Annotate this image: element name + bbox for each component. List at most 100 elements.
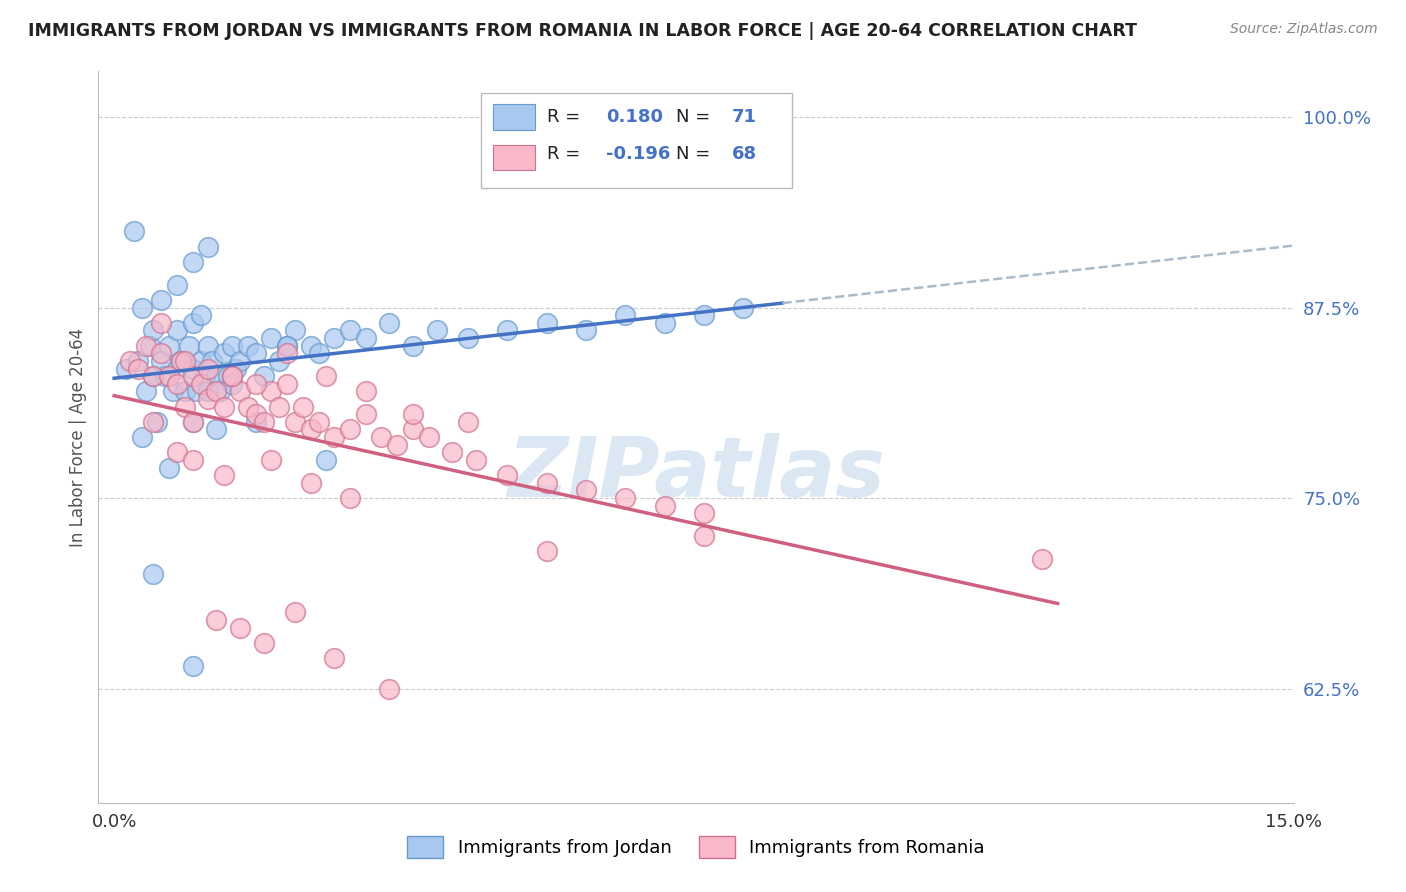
Point: [142, 369, 165, 384]
Point: [229, 384, 252, 399]
Point: [157, 460, 180, 475]
Point: [378, 681, 401, 696]
Point: [354, 384, 377, 399]
Point: [166, 445, 188, 459]
Point: [190, 376, 212, 391]
Text: Source: ZipAtlas.com: Source: ZipAtlas.com: [1230, 22, 1378, 37]
Point: [212, 346, 235, 360]
Point: [299, 422, 322, 436]
Legend: Immigrants from Jordan, Immigrants from Romania: Immigrants from Jordan, Immigrants from …: [398, 827, 994, 867]
Point: [205, 369, 228, 384]
Point: [142, 323, 165, 337]
Text: R =: R =: [547, 108, 585, 126]
Point: [181, 316, 204, 330]
Point: [166, 361, 188, 376]
Point: [127, 354, 149, 368]
Point: [299, 475, 322, 490]
Point: [245, 407, 267, 421]
Point: [181, 255, 204, 269]
Point: [131, 430, 153, 444]
Point: [186, 384, 208, 399]
Point: [155, 369, 177, 384]
Point: [197, 384, 219, 399]
Point: [496, 323, 519, 337]
Point: [122, 224, 145, 238]
Point: [291, 400, 314, 414]
Point: [166, 323, 188, 337]
Point: [221, 369, 243, 384]
Point: [197, 239, 219, 253]
Text: R =: R =: [547, 145, 585, 163]
Point: [385, 438, 409, 452]
Point: [339, 323, 361, 337]
Y-axis label: In Labor Force | Age 20-64: In Labor Force | Age 20-64: [69, 327, 87, 547]
Point: [174, 354, 197, 368]
Point: [402, 422, 425, 436]
Point: [150, 293, 173, 307]
Point: [245, 415, 267, 429]
Point: [157, 338, 180, 352]
FancyBboxPatch shape: [494, 145, 534, 170]
Point: [402, 407, 425, 421]
Point: [276, 338, 298, 352]
Point: [212, 468, 235, 483]
Point: [190, 308, 212, 322]
Point: [135, 338, 157, 352]
Point: [212, 400, 235, 414]
Point: [378, 316, 401, 330]
Point: [276, 376, 298, 391]
Point: [181, 361, 204, 376]
Point: [177, 338, 200, 352]
Point: [733, 301, 755, 315]
Point: [323, 331, 346, 345]
Point: [252, 636, 274, 650]
Point: [269, 354, 291, 368]
Point: [315, 369, 337, 384]
Point: [536, 475, 558, 490]
Point: [166, 376, 188, 391]
Point: [170, 354, 193, 368]
Point: [457, 415, 479, 429]
Point: [496, 468, 519, 483]
Point: [209, 384, 232, 399]
Point: [308, 415, 330, 429]
Point: [205, 422, 228, 436]
Point: [693, 506, 716, 520]
Text: -0.196: -0.196: [606, 145, 671, 163]
Point: [299, 338, 322, 352]
Text: 0.180: 0.180: [606, 108, 664, 126]
Point: [339, 422, 361, 436]
Point: [174, 400, 197, 414]
Point: [142, 369, 165, 384]
Point: [205, 613, 228, 627]
Point: [536, 544, 558, 558]
Point: [323, 430, 346, 444]
Point: [269, 400, 291, 414]
Point: [135, 384, 157, 399]
Point: [197, 392, 219, 406]
Point: [205, 384, 228, 399]
Point: [174, 384, 197, 399]
Text: N =: N =: [676, 145, 716, 163]
Point: [245, 376, 267, 391]
Point: [457, 331, 479, 345]
Point: [181, 453, 204, 467]
Point: [236, 338, 259, 352]
Point: [236, 400, 259, 414]
Point: [425, 323, 447, 337]
Point: [221, 369, 243, 384]
Point: [201, 354, 224, 368]
Point: [146, 415, 169, 429]
Text: 71: 71: [733, 108, 756, 126]
Point: [575, 323, 598, 337]
Point: [127, 361, 149, 376]
Point: [536, 316, 558, 330]
Point: [575, 483, 598, 498]
Point: [693, 529, 716, 543]
Point: [245, 346, 267, 360]
Point: [441, 445, 464, 459]
Point: [162, 384, 184, 399]
Point: [276, 338, 298, 352]
Point: [260, 453, 283, 467]
Point: [614, 308, 637, 322]
